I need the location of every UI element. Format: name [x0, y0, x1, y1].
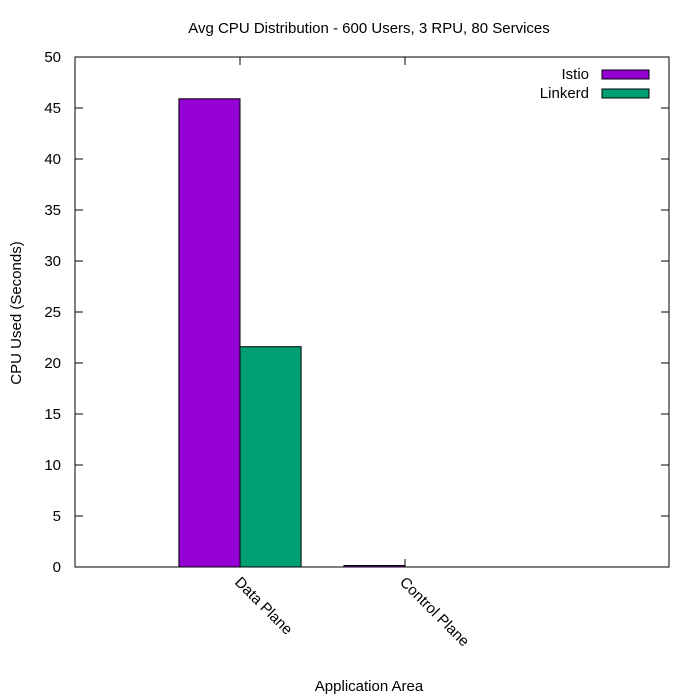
y-tick-label: 20 [44, 355, 61, 372]
legend: Istio Linkerd [540, 66, 650, 102]
y-tick-label: 50 [44, 49, 61, 66]
bars-group [178, 98, 406, 568]
legend-label-istio: Istio [561, 66, 589, 83]
bar-istio-data-plane [178, 98, 241, 568]
chart-title: Avg CPU Distribution - 600 Users, 3 RPU,… [188, 20, 550, 37]
axes-group [74, 56, 670, 568]
x-tick-label-data-plane: Data Plane [231, 574, 296, 639]
y-tick-label: 35 [44, 202, 61, 219]
y-tick-label: 25 [44, 304, 61, 321]
y-tick-label: 45 [44, 100, 61, 117]
x-axis-label: Application Area [315, 678, 424, 695]
y-axis-label: CPU Used (Seconds) [8, 241, 25, 384]
y-tick-label: 10 [44, 457, 61, 474]
y-tick-label: 0 [53, 559, 61, 576]
y-tick-label: 30 [44, 253, 61, 270]
legend-swatch-istio [601, 69, 650, 80]
y-tick-label: 40 [44, 151, 61, 168]
y-tick-label: 15 [44, 406, 61, 423]
ticks-group: 0 5 10 15 20 25 30 35 40 45 50 Data Plane Control Pl… [44, 49, 669, 650]
y-tick-label: 5 [53, 508, 61, 525]
plot-frame [74, 56, 670, 568]
bar-linkerd-data-plane [239, 346, 302, 568]
x-tick-label-control-plane: Control Plane [396, 574, 472, 650]
legend-swatch-linkerd [601, 88, 650, 99]
legend-label-linkerd: Linkerd [540, 85, 589, 102]
